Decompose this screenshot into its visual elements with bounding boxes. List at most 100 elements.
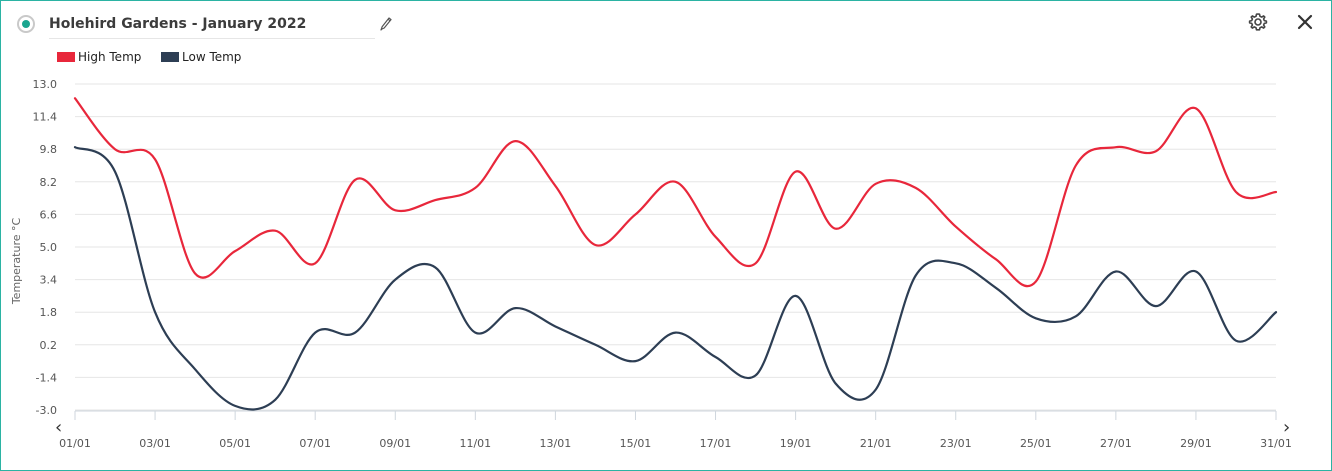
x-tick-label: 19/01 (780, 437, 812, 450)
legend-item-high-temp[interactable]: High Temp (57, 49, 141, 65)
data-point-high-temp[interactable] (192, 270, 198, 276)
x-tick-label: 25/01 (1020, 437, 1052, 450)
scroll-right-arrow[interactable]: › (1283, 417, 1290, 438)
data-point-low-temp[interactable] (472, 330, 478, 336)
y-tick-label: 11.4 (33, 111, 58, 124)
x-tick-label: 27/01 (1100, 437, 1132, 450)
data-point-low-temp[interactable] (632, 358, 638, 364)
data-point-low-temp[interactable] (793, 293, 799, 299)
data-point-low-temp[interactable] (152, 309, 158, 315)
data-point-high-temp[interactable] (793, 169, 799, 175)
data-point-low-temp[interactable] (512, 305, 518, 311)
y-tick-label: 0.2 (40, 339, 58, 352)
y-tick-label: 13.0 (33, 78, 58, 91)
data-point-low-temp[interactable] (993, 285, 999, 291)
series-line-low-temp[interactable] (73, 146, 1278, 411)
data-point-high-temp[interactable] (552, 183, 558, 189)
data-point-low-temp[interactable] (1033, 315, 1039, 321)
data-point-low-temp[interactable] (312, 330, 318, 336)
data-point-high-temp[interactable] (993, 256, 999, 262)
data-point-low-temp[interactable] (272, 397, 278, 403)
legend-swatch-high-temp (57, 51, 75, 62)
y-tick-label: 9.8 (40, 143, 58, 156)
data-point-high-temp[interactable] (392, 207, 398, 213)
gear-icon[interactable] (1248, 12, 1268, 32)
x-axis-ticks: 01/01 03/01 05/01 07/01 09/01 11/01 13/01 15/01… (59, 411, 1292, 450)
data-point-high-temp[interactable] (632, 211, 638, 217)
data-point-high-temp[interactable] (472, 185, 478, 191)
data-point-low-temp[interactable] (713, 354, 719, 360)
data-point-high-temp[interactable] (953, 224, 959, 230)
data-point-low-temp[interactable] (1233, 338, 1239, 344)
data-point-high-temp[interactable] (352, 177, 358, 183)
data-point-high-temp[interactable] (1033, 279, 1039, 285)
data-point-high-temp[interactable] (72, 95, 78, 101)
line-chart: 13.0 11.4 9.8 8.2 6.6 5.0 3.4 1.8 0.2 -1.4 -3.0 Te… (10, 78, 1292, 450)
x-tick-label: 07/01 (299, 437, 331, 450)
data-point-low-temp[interactable] (833, 381, 839, 387)
data-point-high-temp[interactable] (1193, 105, 1199, 111)
x-tick-label: 17/01 (700, 437, 732, 450)
data-point-high-temp[interactable] (272, 228, 278, 234)
data-point-low-temp[interactable] (192, 366, 198, 372)
data-point-high-temp[interactable] (673, 179, 679, 185)
data-point-low-temp[interactable] (432, 264, 438, 270)
data-point-high-temp[interactable] (512, 138, 518, 144)
data-point-high-temp[interactable] (1273, 189, 1279, 195)
x-tick-label: 05/01 (219, 437, 251, 450)
data-point-low-temp[interactable] (953, 260, 959, 266)
data-point-high-temp[interactable] (1233, 189, 1239, 195)
data-point-high-temp[interactable] (833, 226, 839, 232)
data-point-low-temp[interactable] (352, 330, 358, 336)
data-point-low-temp[interactable] (873, 387, 879, 393)
data-point-high-temp[interactable] (112, 146, 118, 152)
series-lines (72, 95, 1279, 411)
x-tick-label: 09/01 (379, 437, 411, 450)
data-point-low-temp[interactable] (552, 323, 558, 329)
legend-label-high-temp: High Temp (78, 50, 142, 64)
data-point-high-temp[interactable] (873, 181, 879, 187)
data-point-low-temp[interactable] (1273, 309, 1279, 315)
data-point-high-temp[interactable] (913, 185, 919, 191)
y-tick-label: -1.4 (36, 371, 57, 384)
chart-title: Holehird Gardens - January 2022 (49, 16, 307, 32)
x-tick-label: 29/01 (1180, 437, 1212, 450)
y-tick-label: 3.4 (40, 274, 58, 287)
data-point-low-temp[interactable] (913, 273, 919, 279)
title-field[interactable]: Holehird Gardens - January 2022 (49, 11, 375, 39)
data-point-high-temp[interactable] (232, 248, 238, 254)
y-tick-label: 1.8 (40, 306, 58, 319)
data-point-low-temp[interactable] (673, 330, 679, 336)
pencil-icon[interactable] (379, 15, 393, 31)
data-point-high-temp[interactable] (713, 234, 719, 240)
y-tick-label: 6.6 (40, 208, 58, 221)
data-point-low-temp[interactable] (112, 169, 118, 175)
x-tick-label: 15/01 (620, 437, 652, 450)
data-point-high-temp[interactable] (592, 242, 598, 248)
data-point-low-temp[interactable] (1153, 303, 1159, 309)
grid-lines (75, 83, 1276, 411)
legend-swatch-low-temp (161, 51, 179, 62)
close-icon[interactable] (1296, 13, 1314, 31)
data-point-high-temp[interactable] (152, 156, 158, 162)
data-point-high-temp[interactable] (753, 260, 759, 266)
data-point-low-temp[interactable] (1073, 313, 1079, 319)
data-point-low-temp[interactable] (753, 372, 759, 378)
x-tick-label: 03/01 (139, 437, 171, 450)
radio-selected-icon[interactable] (17, 15, 35, 33)
data-point-high-temp[interactable] (1153, 148, 1159, 154)
data-point-low-temp[interactable] (72, 144, 78, 150)
data-point-high-temp[interactable] (1113, 144, 1119, 150)
data-point-high-temp[interactable] (312, 260, 318, 266)
legend-item-low-temp[interactable]: Low Temp (161, 49, 241, 65)
x-tick-label: 13/01 (540, 437, 572, 450)
data-point-low-temp[interactable] (392, 277, 398, 283)
scroll-left-arrow[interactable]: ‹ (55, 417, 62, 438)
data-point-high-temp[interactable] (432, 197, 438, 203)
data-point-low-temp[interactable] (1113, 268, 1119, 274)
data-point-high-temp[interactable] (1073, 163, 1079, 169)
data-point-low-temp[interactable] (232, 403, 238, 409)
series-line-high-temp[interactable] (73, 97, 1278, 288)
data-point-low-temp[interactable] (592, 342, 598, 348)
data-point-low-temp[interactable] (1193, 268, 1199, 274)
